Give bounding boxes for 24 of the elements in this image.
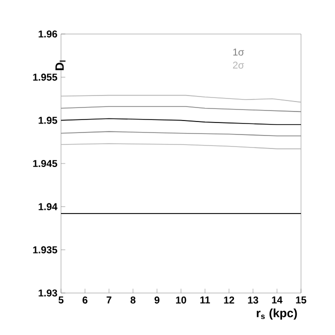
x-tick-label: 7: [106, 296, 112, 304]
text: 2σ: [233, 62, 244, 69]
x-tick-label: 14: [272, 296, 282, 304]
y-axis-title: D$_{l}$: [55, 60, 66, 70]
line-series: [60, 94, 302, 103]
x-tick-label: 8: [130, 296, 136, 304]
x-tick-label: 13: [248, 296, 258, 304]
y-tick-label: 1.945: [33, 160, 58, 168]
x-tick-label: 5: [58, 296, 64, 304]
y-tick-label: 1.94: [38, 203, 58, 210]
y-tick-label: 1.955: [33, 74, 58, 81]
y-tick-label: 1.93: [38, 289, 58, 297]
line-series: [60, 118, 302, 126]
x-axis-title: r$_{s}$ (kpc): [256, 308, 297, 320]
x-tick-label: 10: [176, 296, 186, 304]
x-tick-label: 6: [82, 296, 88, 304]
y-tick-label: 1.95: [38, 116, 58, 124]
x-tick-label: 9: [154, 296, 160, 304]
y-tick-label: 1.96: [38, 30, 58, 38]
text: 1σ: [233, 48, 244, 56]
y-tick-label: 1.935: [33, 246, 58, 254]
x-tick-label: 15: [296, 296, 306, 304]
x-tick-label: 12: [224, 296, 234, 304]
x-tick-label: 11: [200, 296, 210, 304]
